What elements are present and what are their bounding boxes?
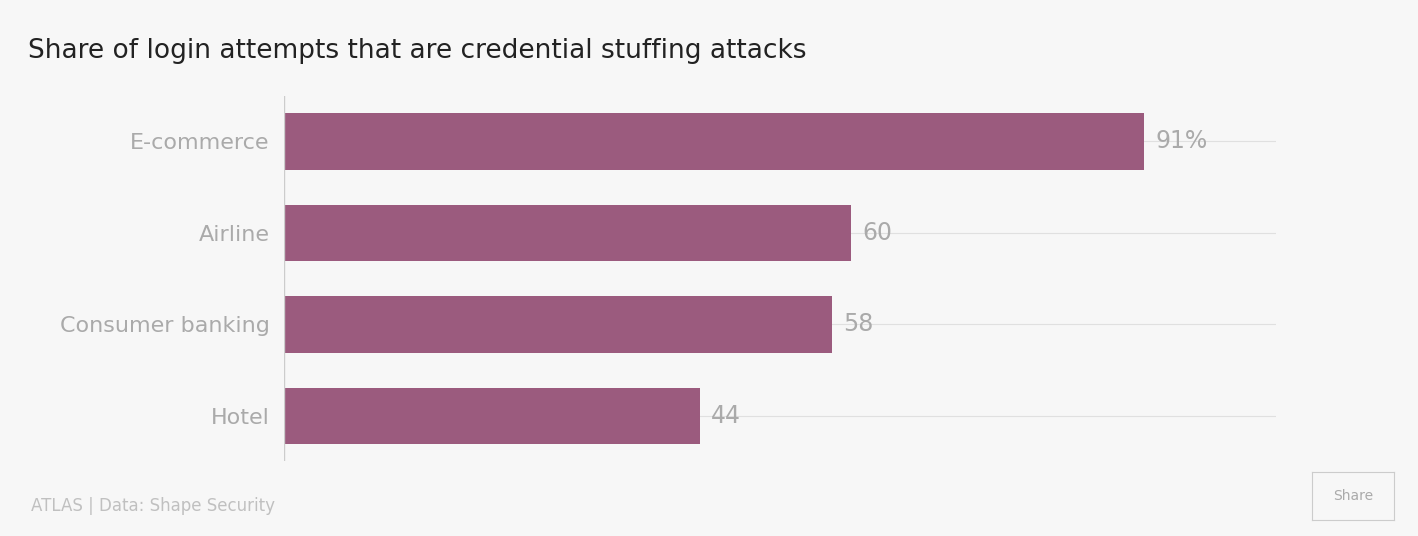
Text: Share of login attempts that are credential stuffing attacks: Share of login attempts that are credent…: [28, 38, 807, 64]
Text: 91%: 91%: [1156, 129, 1208, 153]
Bar: [284, 113, 1144, 170]
Bar: [284, 388, 699, 444]
Text: 60: 60: [862, 221, 892, 245]
Text: 44: 44: [710, 404, 740, 428]
Text: 58: 58: [844, 312, 873, 337]
Bar: [284, 205, 851, 262]
Text: Share: Share: [1333, 489, 1373, 503]
Text: ATLAS | Data: Shape Security: ATLAS | Data: Shape Security: [31, 496, 275, 515]
Bar: [284, 296, 832, 353]
